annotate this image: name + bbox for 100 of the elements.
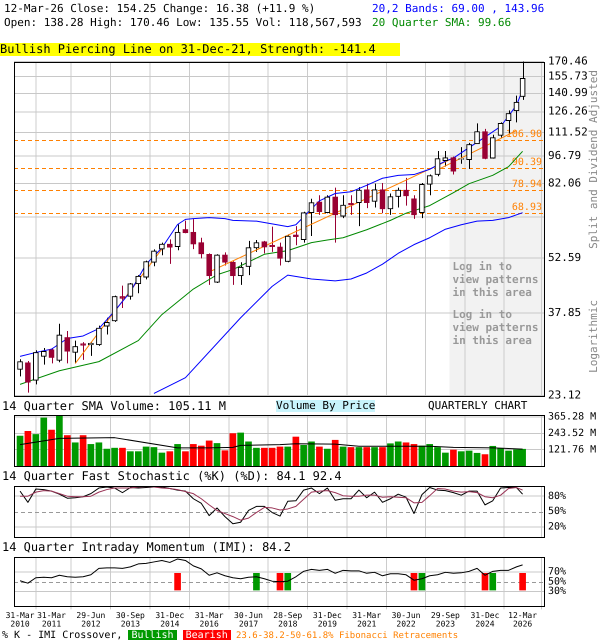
- x-tick-label: 31-Dec 2019: [312, 610, 342, 629]
- bar: [363, 447, 370, 466]
- candlestick: [198, 237, 204, 259]
- candlestick: [64, 330, 70, 364]
- x-tick-label: 12-Mar 2026: [508, 610, 538, 629]
- bar: [332, 440, 339, 466]
- bar: [166, 451, 174, 466]
- x-tick-label: 31-Mar 2010: [6, 610, 35, 629]
- y-tick-label: 96.79: [548, 149, 582, 162]
- y-tick-label: 140.99: [548, 86, 588, 100]
- candlestick: [474, 122, 480, 144]
- candlestick: [450, 156, 456, 176]
- candlestick: [372, 183, 378, 208]
- bar: [316, 446, 323, 466]
- candlestick: [514, 95, 520, 123]
- chart-title: 14 Quarter SMA Volume: 105.11 M: [2, 399, 226, 413]
- text: Bearish: [182, 630, 231, 640]
- candlestick: [159, 242, 165, 256]
- text: 20 Quarter SMA: 99.66: [372, 16, 512, 29]
- text: Volume By Price: [276, 399, 376, 412]
- text: Open: 138.28 High: 170.46 Low: 135.55 Vol: 118,567,593: [4, 16, 362, 29]
- y-tick-label: 37.85: [548, 306, 582, 319]
- candlestick: [135, 274, 142, 294]
- y-tick-label: 126.26: [548, 104, 588, 118]
- candlestick: [332, 187, 338, 244]
- text: QUARTERLY CHART: [428, 399, 528, 412]
- bar: [119, 448, 126, 466]
- candlestick: [17, 358, 23, 377]
- candlestick: [403, 177, 409, 206]
- candlestick: [490, 134, 496, 160]
- candlestick: [48, 348, 54, 364]
- candlestick: [380, 182, 386, 214]
- candlestick: [254, 240, 260, 252]
- candlestick: [388, 193, 394, 216]
- y-tick-label: 121.76 M: [548, 444, 596, 456]
- candlestick: [316, 194, 322, 216]
- candlestick: [434, 150, 440, 177]
- bar: [340, 446, 346, 466]
- bar: [356, 447, 362, 466]
- candlestick: [128, 282, 134, 300]
- ref-line-label: 106.90: [506, 129, 542, 140]
- y-tick-label: 23.12: [548, 388, 582, 402]
- candlestick: [174, 224, 180, 251]
- candlestick: [206, 252, 212, 286]
- x-tick-label: 30-Sep 2013: [116, 610, 146, 629]
- candlestick: [166, 238, 173, 264]
- text: 23.6-38.2-50-61.8% Fibonacci Retracements: [236, 630, 458, 640]
- bar: [214, 443, 220, 466]
- text: Logarithmic: [587, 300, 600, 373]
- bar: [482, 454, 488, 466]
- chart-title: 14 Quarter Intraday Momentum (IMI): 84.2: [2, 540, 291, 554]
- candlestick: [230, 260, 236, 286]
- y-tick-label: 70%: [548, 566, 566, 578]
- ref-line-label: 68.93: [512, 202, 542, 214]
- x-tick-label: 31-Mar 2021: [352, 610, 382, 629]
- x-tick-label: 30-Jun 2022: [392, 610, 421, 629]
- bar: [450, 450, 457, 466]
- bar: [284, 446, 292, 466]
- y-tick-label: 20%: [548, 521, 566, 532]
- candlestick: [151, 248, 157, 267]
- bar: [379, 447, 386, 466]
- bar: [64, 435, 71, 466]
- x-tick-label: 30-Jun 2017: [234, 610, 264, 629]
- legend-title: % K - IMI Crossover,: [2, 630, 124, 640]
- candlestick: [80, 342, 86, 360]
- bar: [56, 415, 63, 466]
- chart-title: Bullish Piercing Line on 31-Dec-21, Strength: -141.4: [0, 42, 400, 56]
- candlestick: [356, 186, 362, 227]
- candlestick: [340, 194, 346, 219]
- candlestick: [262, 240, 268, 254]
- bar: [24, 431, 32, 466]
- y-tick-label: 82.06: [548, 176, 582, 190]
- candlestick: [104, 317, 110, 335]
- x-tick-label: 29-Jun 2012: [76, 610, 106, 629]
- y-tick-label: 170.46: [548, 54, 588, 68]
- candlestick: [411, 194, 417, 220]
- bar: [324, 448, 331, 466]
- y-tick-label: 80%: [548, 490, 566, 502]
- candlestick: [238, 262, 244, 286]
- x-tick-label: 31-Mar 2016: [194, 610, 224, 629]
- y-axis-title: Split and Dividend Adjusted: [587, 70, 600, 249]
- candlestick: [269, 226, 275, 252]
- candlestick: [458, 146, 464, 164]
- candlestick: [112, 295, 118, 322]
- text: 12-Mar-26 Close: 154.25 Change: 16.38 (+11.9 %): [4, 2, 316, 15]
- candlestick: [277, 242, 283, 266]
- y-tick-label: 155.73: [548, 70, 588, 83]
- candlestick: [143, 260, 149, 280]
- candlestick: [395, 187, 402, 208]
- bar: [16, 436, 24, 466]
- candlestick: [308, 198, 314, 237]
- x-tick-label: 28-Sep 2018: [273, 610, 302, 629]
- ref-line-label: 78.94: [512, 179, 542, 190]
- y-tick-label: 50%: [548, 576, 566, 588]
- bar: [80, 435, 86, 466]
- candlestick: [88, 342, 94, 356]
- candlestick: [364, 183, 370, 209]
- candlestick: [120, 285, 126, 309]
- candlestick: [246, 240, 252, 276]
- bar: [174, 444, 181, 466]
